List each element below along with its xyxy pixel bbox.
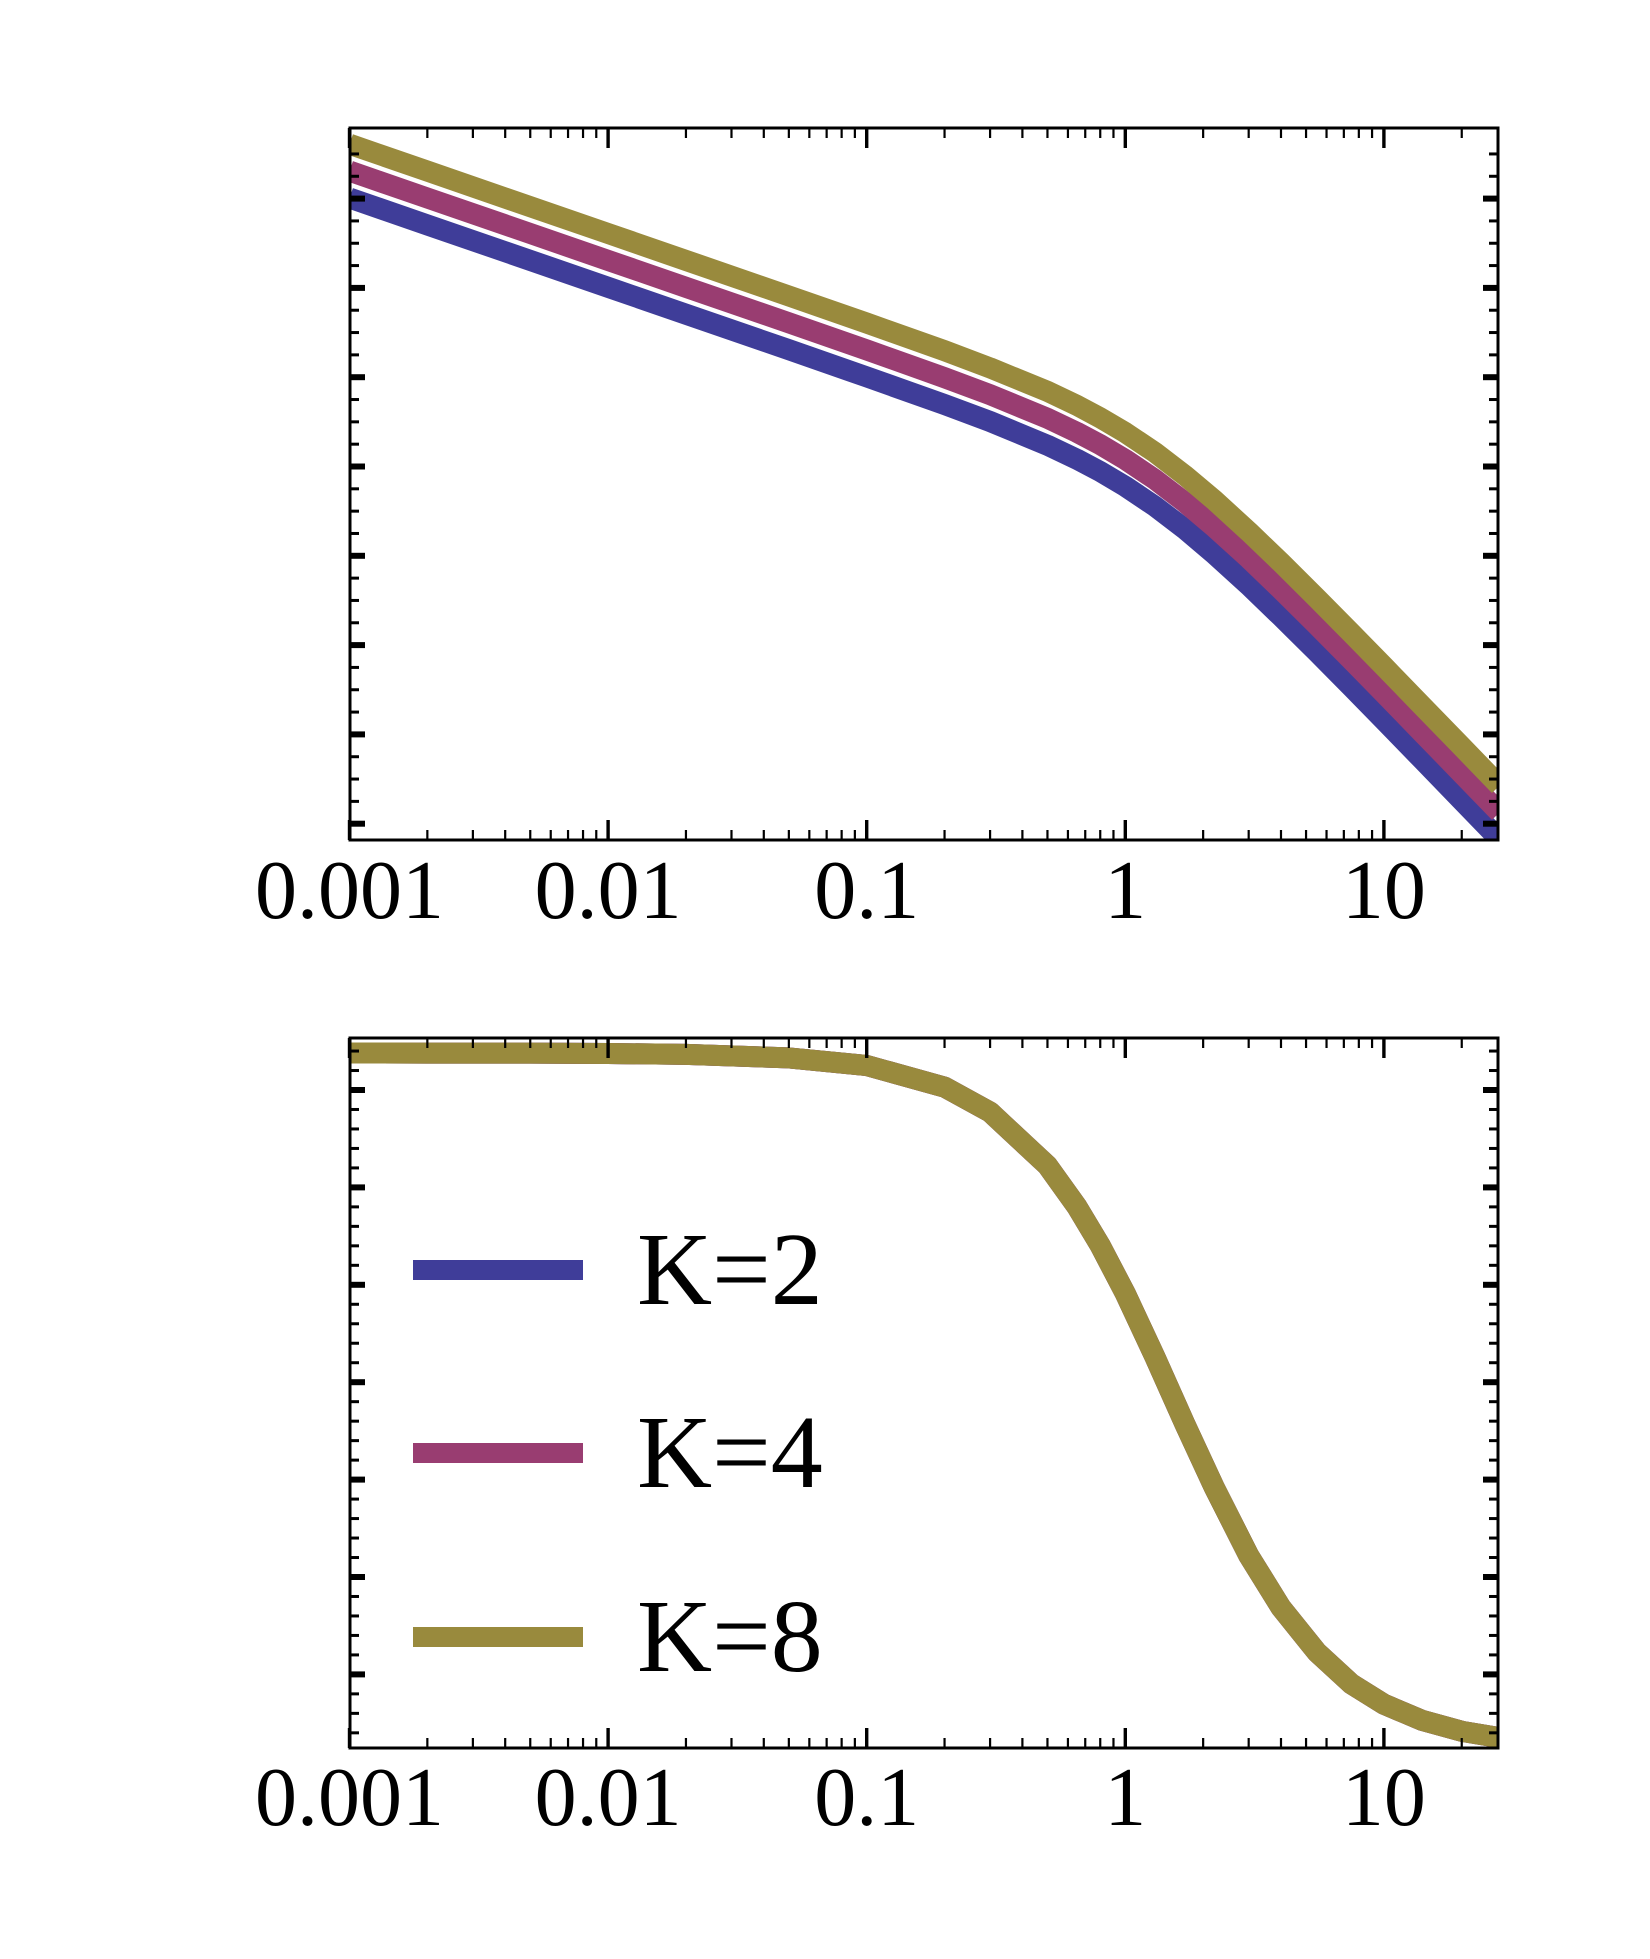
x-tick-label: 1 <box>1104 1751 1147 1844</box>
curve-k2 <box>350 188 1498 840</box>
x-tick-label: 10 <box>1341 844 1426 937</box>
curve-k8 <box>350 134 1498 793</box>
plot-frame <box>348 1036 1500 1750</box>
x-tick-label: 10 <box>1341 1751 1426 1844</box>
curve-k8 <box>350 1042 1498 1748</box>
plot-frame <box>348 126 1500 842</box>
x-tick-label: 0.01 <box>534 1751 682 1844</box>
x-tick-label: 0.001 <box>255 844 444 937</box>
x-tick-label: 0.001 <box>255 1751 444 1844</box>
curve-group <box>350 1042 1498 1748</box>
x-tick-label: 0.1 <box>814 844 920 937</box>
curve-group <box>350 134 1498 840</box>
curve-k4 <box>350 1042 1498 1748</box>
curve-k2 <box>350 1042 1498 1748</box>
x-tick-label: 0.01 <box>534 844 682 937</box>
x-tick-label: 0.1 <box>814 1751 920 1844</box>
curve-k4 <box>350 161 1498 820</box>
x-tick-label: 1 <box>1104 844 1147 937</box>
